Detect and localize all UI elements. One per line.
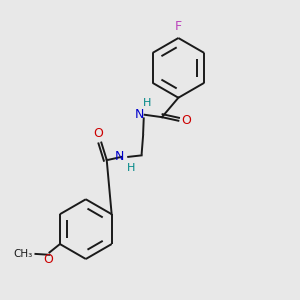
- Text: O: O: [182, 114, 191, 127]
- Text: CH₃: CH₃: [14, 249, 33, 259]
- Text: N: N: [134, 108, 144, 121]
- Text: O: O: [44, 253, 53, 266]
- Text: F: F: [175, 20, 182, 33]
- Text: N: N: [115, 150, 124, 164]
- Text: H: H: [127, 164, 135, 173]
- Text: H: H: [143, 98, 151, 108]
- Text: O: O: [93, 127, 103, 140]
